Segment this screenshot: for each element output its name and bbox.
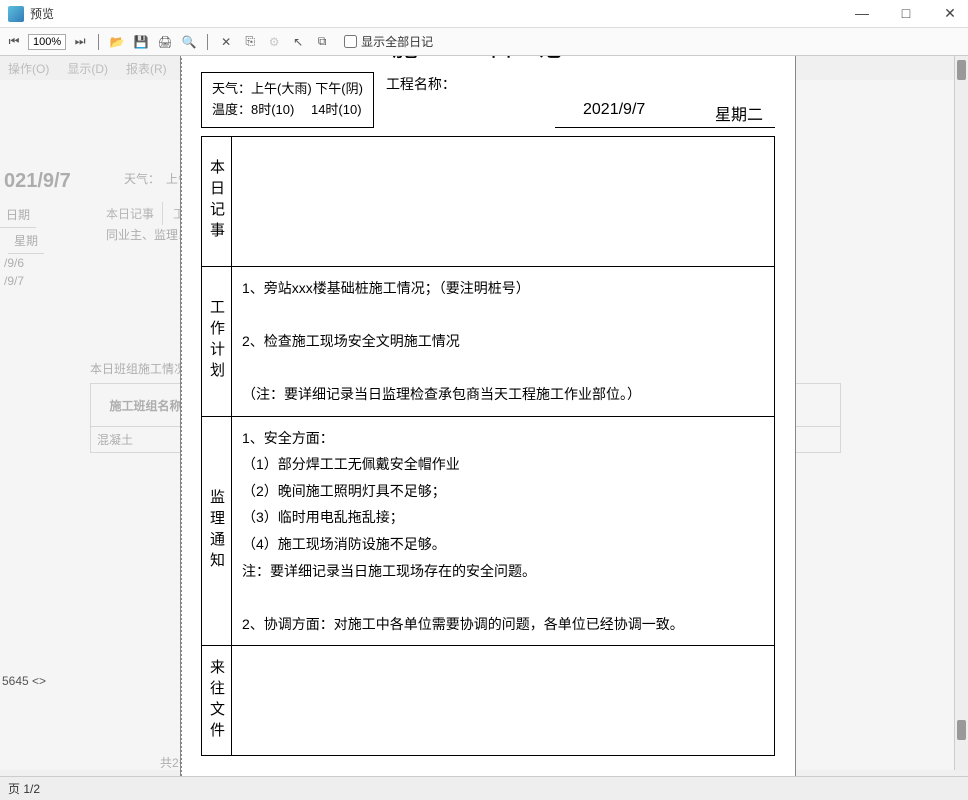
menu-item[interactable]: 显示(D): [67, 60, 108, 77]
doc-date: 2021/9/7: [583, 101, 645, 125]
tab-daily[interactable]: 本日记事: [98, 202, 163, 225]
scroll-thumb[interactable]: [957, 60, 966, 80]
show-all-label: 显示全部日记: [361, 33, 433, 50]
window-title-bar: 预览 — □ ✕: [0, 0, 968, 28]
bg-date-header: 日期: [0, 202, 36, 228]
weather-box: 天气：上午(大雨) 下午(阴) 温度：8时(10) 14时(10): [201, 72, 374, 128]
section-plan-label: 工作计划: [202, 266, 232, 416]
section-supervise-content: 1、安全方面： （1）部分焊工工无佩戴安全帽作业 （2）晚间施工照明灯具不足够；…: [232, 416, 775, 646]
doc-header: 天气：上午(大雨) 下午(阴) 温度：8时(10) 14时(10) 工程名称： …: [181, 72, 795, 136]
separator: [98, 34, 99, 50]
bg-date-column: 日期 星期 /9/6 /9/7: [0, 202, 80, 290]
left-count: 5645 <>: [2, 674, 46, 688]
menu-item[interactable]: 报表(R): [126, 60, 167, 77]
section-plan-content: 1、旁站xxx楼基础桩施工情况；（要注明桩号） 2、检查施工现场安全文明施工情况…: [232, 266, 775, 416]
bg-week-header: 星期: [8, 228, 44, 254]
document-page: 施工日记 天气：上午(大雨) 下午(阴) 温度：8时(10) 14时(10) 工…: [180, 8, 796, 777]
project-box: 工程名称： 2021/9/7 星期二: [386, 72, 775, 128]
save-icon[interactable]: 💾: [131, 32, 151, 52]
tool-icon[interactable]: ⚙: [264, 32, 284, 52]
menu-item[interactable]: 操作(O): [8, 60, 49, 77]
zoom-level[interactable]: 100%: [28, 34, 66, 50]
window-controls: — □ ✕: [852, 5, 960, 22]
weather-label: 天气：: [124, 170, 160, 187]
vertical-scrollbar[interactable]: [954, 56, 968, 770]
status-bar: 页 1/2: [0, 776, 968, 800]
section-daily-label: 本日记事: [202, 136, 232, 266]
separator: [207, 34, 208, 50]
page-indicator: 页 1/2: [8, 780, 40, 797]
minimize-button[interactable]: —: [852, 5, 872, 22]
bg-date-row[interactable]: /9/6: [0, 254, 80, 272]
weather-line2: 温度：8时(10) 14时(10): [212, 100, 363, 121]
search-icon[interactable]: 🔍: [179, 32, 199, 52]
close-button[interactable]: ✕: [940, 5, 960, 22]
section-correspond-content: [232, 646, 775, 756]
copy-icon[interactable]: ⧉: [312, 32, 332, 52]
preview-toolbar: ⏮ 100% ⏭ 📂 💾 🖨 🔍 ✕ ⎘ ⚙ ↖ ⧉ 显示全部日记: [0, 28, 968, 56]
cursor-icon[interactable]: ↖: [288, 32, 308, 52]
scroll-thumb[interactable]: [957, 720, 966, 740]
show-all-checkbox[interactable]: 显示全部日记: [344, 33, 433, 50]
app-icon: [8, 6, 24, 22]
doc-table: 本日记事 工作计划 1、旁站xxx楼基础桩施工情况；（要注明桩号） 2、检查施工…: [201, 136, 775, 757]
window-title: 预览: [30, 5, 54, 22]
doc-weekday: 星期二: [715, 101, 763, 125]
maximize-button[interactable]: □: [896, 5, 916, 22]
section-supervise-label: 监理通知: [202, 416, 232, 646]
open-icon[interactable]: 📂: [107, 32, 127, 52]
project-label: 工程名称：: [386, 72, 775, 94]
nav-last-icon[interactable]: ⏭: [70, 32, 90, 52]
export-icon[interactable]: ⎘: [240, 32, 260, 52]
section-correspond-label: 来往文件: [202, 646, 232, 756]
margin-line: [180, 9, 182, 776]
date-line: 2021/9/7 星期二: [555, 99, 775, 128]
delete-icon[interactable]: ✕: [216, 32, 236, 52]
show-all-input[interactable]: [344, 35, 357, 48]
bg-selected-date: 021/9/7: [4, 170, 71, 193]
section-daily-content: [232, 136, 775, 266]
weather-line1: 天气：上午(大雨) 下午(阴): [212, 79, 363, 100]
print-icon[interactable]: 🖨: [155, 32, 175, 52]
nav-first-icon[interactable]: ⏮: [4, 32, 24, 52]
bg-date-row[interactable]: /9/7: [0, 272, 80, 290]
